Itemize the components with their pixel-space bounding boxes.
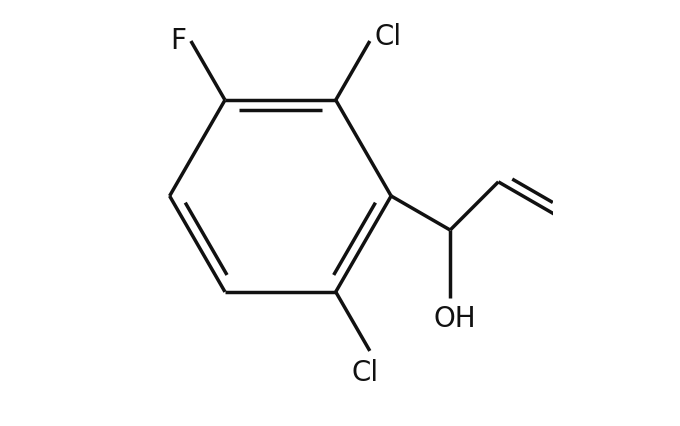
Text: OH: OH: [433, 305, 476, 333]
Text: F: F: [170, 27, 186, 55]
Text: Cl: Cl: [352, 360, 379, 387]
Text: Cl: Cl: [375, 23, 402, 51]
